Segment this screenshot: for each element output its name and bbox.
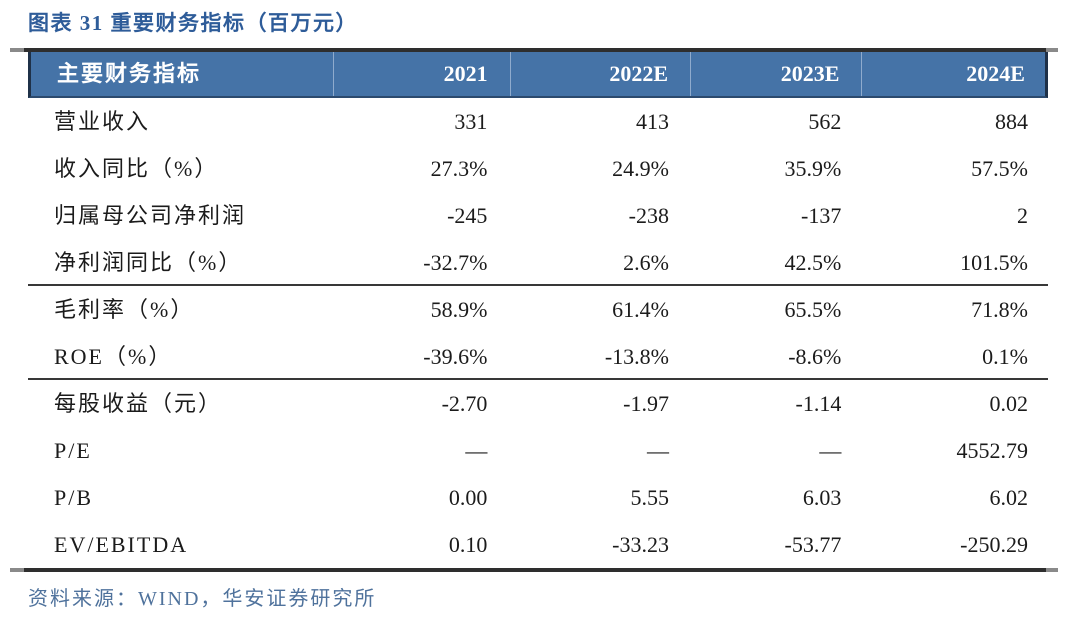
cell-value: 24.9% (612, 156, 669, 181)
cell-value: -245 (447, 203, 488, 228)
table-header-row: 主要财务指标 2021 2022E 2023E 2024E (28, 52, 1048, 98)
page-title: 图表 31 重要财务指标（百万元） (28, 11, 358, 35)
cell-value: -1.97 (623, 391, 669, 416)
row-label: 净利润同比（%） (54, 250, 243, 275)
cell-value: 0.1% (982, 344, 1028, 369)
header-cell-2022e: 2022E (509, 52, 690, 96)
cell-value: -32.7% (423, 250, 488, 275)
table-body: 主要财务指标 2021 2022E 2023E 2024E 营业收入 331 4… (28, 52, 1048, 568)
cell-value: -238 (628, 203, 669, 228)
cell-value: — (819, 438, 842, 463)
table-bottom-rule (10, 568, 1058, 572)
table-row-net-profit: 归属母公司净利润 -245 -238 -137 2 (28, 192, 1048, 239)
cell-value: 413 (635, 109, 669, 134)
cell-value: 0.10 (448, 532, 488, 557)
cell-value: -137 (801, 203, 842, 228)
cell-value: 101.5% (960, 250, 1028, 275)
row-label: 每股收益（元） (54, 391, 223, 416)
cell-value: -1.14 (795, 391, 842, 416)
cell-value: 71.8% (971, 297, 1028, 322)
cell-value: 6.03 (802, 485, 842, 510)
cell-value: 61.4% (612, 297, 669, 322)
cell-value: -53.77 (784, 532, 842, 557)
row-label: EV/EBITDA (54, 532, 189, 557)
cell-value: 27.3% (430, 156, 488, 181)
cell-value: 0.00 (448, 485, 488, 510)
cell-value: -39.6% (423, 344, 488, 369)
table-row-revenue-yoy: 收入同比（%） 27.3% 24.9% 35.9% 57.5% (28, 145, 1048, 192)
cell-value: -13.8% (604, 344, 669, 369)
table-row-ev-ebitda: EV/EBITDA 0.10 -33.23 -53.77 -250.29 (28, 521, 1048, 568)
cell-value: 884 (994, 109, 1028, 134)
cell-value: — (646, 438, 669, 463)
header-cell-metric: 主要财务指标 (57, 61, 202, 86)
cell-value: -2.70 (441, 391, 488, 416)
cell-value: 4552.79 (956, 438, 1028, 463)
cell-value: 5.55 (630, 485, 669, 510)
source-note: 资料来源：WIND，华安证券研究所 (28, 588, 377, 610)
cell-value: — (465, 438, 488, 463)
row-label: P/E (54, 438, 92, 463)
cell-value: 58.9% (430, 297, 488, 322)
cell-value: 6.02 (989, 485, 1028, 510)
cell-value: -250.29 (960, 532, 1028, 557)
cell-value: 0.02 (989, 391, 1028, 416)
table-row-gross-margin: 毛利率（%） 58.9% 61.4% 65.5% 71.8% (28, 286, 1048, 333)
row-label: ROE（%） (54, 344, 173, 369)
table-row-revenue: 营业收入 331 413 562 884 (28, 98, 1048, 145)
cell-value: -8.6% (788, 344, 842, 369)
header-cell-2021: 2021 (333, 52, 509, 96)
cell-value: 2 (1016, 203, 1028, 228)
row-label: 归属母公司净利润 (54, 203, 247, 228)
table-row-net-profit-yoy: 净利润同比（%） -32.7% 2.6% 42.5% 101.5% (28, 239, 1048, 286)
row-label: P/B (54, 485, 94, 510)
table-row-eps: 每股收益（元） -2.70 -1.97 -1.14 0.02 (28, 380, 1048, 427)
table-row-pe: P/E — — — 4552.79 (28, 427, 1048, 474)
header-cell-2023e: 2023E (690, 52, 861, 96)
cell-value: 331 (454, 109, 488, 134)
cell-value: 65.5% (784, 297, 842, 322)
row-label: 毛利率（%） (54, 297, 195, 322)
cell-value: 42.5% (784, 250, 842, 275)
cell-value: 35.9% (784, 156, 842, 181)
financial-table: 主要财务指标 2021 2022E 2023E 2024E 营业收入 331 4… (10, 48, 1058, 572)
cell-value: 57.5% (971, 156, 1028, 181)
cell-value: 2.6% (623, 250, 669, 275)
table-row-roe: ROE（%） -39.6% -13.8% -8.6% 0.1% (28, 333, 1048, 380)
cell-value: 562 (808, 109, 842, 134)
table-row-pb: P/B 0.00 5.55 6.03 6.02 (28, 474, 1048, 521)
row-label: 收入同比（%） (54, 156, 219, 181)
cell-value: -33.23 (612, 532, 669, 557)
row-label: 营业收入 (54, 109, 151, 134)
header-cell-2024e: 2024E (861, 52, 1045, 96)
table-top-rule (10, 48, 1058, 52)
